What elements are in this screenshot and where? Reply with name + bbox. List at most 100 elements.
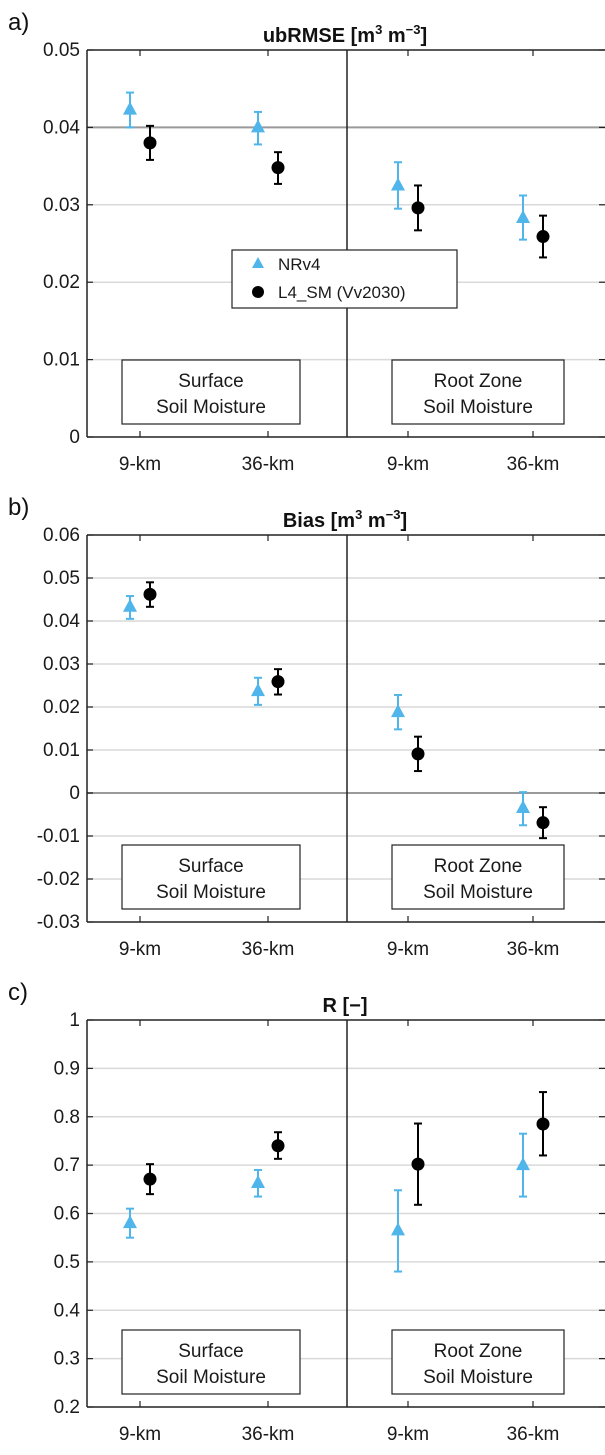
panel-a-surface-box: Surface Soil Moisture <box>121 359 301 425</box>
y-tick-label: 0.02 <box>43 697 80 718</box>
panel-a-label: a) <box>8 9 29 36</box>
panel-a-chart: a) ubRMSE [m3 m−3] 0 0.01 0.02 0.03 0.04 0.05… <box>8 9 605 475</box>
panel-c-label: c) <box>8 979 28 1006</box>
data-point-circle <box>411 747 425 761</box>
data-point-triangle <box>516 800 530 814</box>
y-tick-label: 0.01 <box>43 350 80 371</box>
y-tick-label: 0.9 <box>54 1058 80 1079</box>
box-line-1: Surface <box>178 856 243 877</box>
data-point-circle <box>143 1172 157 1186</box>
legend: NRv4 L4_SM (Vv2030) <box>231 249 458 309</box>
data-point-circle <box>271 1139 285 1153</box>
box-line-2: Soil Moisture <box>423 397 533 418</box>
y-tick-label: 0 <box>69 783 80 804</box>
y-tick-label: 0.7 <box>54 1155 80 1176</box>
box-line-1: Surface <box>178 1341 243 1362</box>
panel-b-title: Bias [m3 m−3] <box>283 507 407 532</box>
box-line-2: Soil Moisture <box>156 882 266 903</box>
panel-c: c) R [−] 0.2 0.3 0.4 0.5 0.6 0.7 0.8 0.9 1 9-km 36… <box>0 970 605 1455</box>
panel-c-plot-area: 0.2 0.3 0.4 0.5 0.6 0.7 0.8 0.9 1 9-km 36-km 9-km 36… <box>54 1010 605 1445</box>
box-line-2: Soil Moisture <box>156 397 266 418</box>
data-point-triangle <box>516 209 530 223</box>
panel-c-chart: c) R [−] 0.2 0.3 0.4 0.5 0.6 0.7 0.8 0.9 1 9-km 36… <box>8 979 605 1445</box>
x-tick-label: 36-km <box>507 1424 560 1445</box>
data-point-triangle <box>391 1222 405 1236</box>
y-tick-label: 0.06 <box>43 525 80 546</box>
panel-a: a) ubRMSE [m3 m−3] 0 0.01 0.02 0.03 0.04 0.05… <box>0 0 605 485</box>
y-tick-label: -0.02 <box>37 869 80 890</box>
y-tick-label: -0.03 <box>37 912 80 933</box>
panel-c-rootzone-box: Root Zone Soil Moisture <box>391 1329 565 1395</box>
panel-a-plot-area: 0 0.01 0.02 0.03 0.04 0.05 9-km 36-km 9-km 36-km <box>43 40 605 475</box>
data-point-circle <box>143 587 157 601</box>
data-point-triangle <box>123 101 137 115</box>
y-tick-label: 0.05 <box>43 40 80 61</box>
panel-b-chart: b) Bias [m3 m−3] -0.03 -0.02 -0.01 0 0.01 0.0… <box>8 494 605 960</box>
box-line-1: Surface <box>178 371 243 392</box>
panel-b: b) Bias [m3 m−3] -0.03 -0.02 -0.01 0 0.01 0.0… <box>0 485 605 970</box>
data-point-triangle <box>391 177 405 191</box>
panel-c-title: R [−] <box>323 995 368 1017</box>
box-line-1: Root Zone <box>434 856 523 877</box>
y-tick-label: 0.01 <box>43 740 80 761</box>
x-tick-label: 36-km <box>507 939 560 960</box>
legend-entry-nrv4: NRv4 <box>278 255 321 274</box>
data-point-triangle <box>251 1175 265 1189</box>
y-tick-label: 0.8 <box>54 1107 80 1128</box>
x-tick-label: 36-km <box>242 1424 295 1445</box>
legend-circle-icon <box>252 286 264 298</box>
x-tick-label: 9-km <box>119 454 161 475</box>
x-tick-label: 9-km <box>387 454 429 475</box>
box-line-1: Root Zone <box>434 371 523 392</box>
panel-a-title: ubRMSE [m3 m−3] <box>263 22 427 47</box>
data-point-triangle <box>251 119 265 133</box>
data-point-circle <box>271 161 285 175</box>
legend-triangle-icon <box>252 257 264 268</box>
box-line-2: Soil Moisture <box>423 1367 533 1388</box>
y-tick-label: 0.6 <box>54 1204 80 1225</box>
x-tick-label: 36-km <box>242 939 295 960</box>
data-point-triangle <box>123 598 137 612</box>
panel-b-surface-box: Surface Soil Moisture <box>121 844 301 910</box>
legend-entry-l4sm: L4_SM (Vv2030) <box>278 283 406 302</box>
x-tick-label: 9-km <box>119 1424 161 1445</box>
data-point-circle <box>143 136 157 150</box>
x-tick-label: 9-km <box>119 939 161 960</box>
x-tick-label: 36-km <box>507 454 560 475</box>
data-point-circle <box>536 230 550 244</box>
box-line-2: Soil Moisture <box>156 1367 266 1388</box>
y-tick-label: 0.3 <box>54 1349 80 1370</box>
y-tick-label: 0.03 <box>43 195 80 216</box>
y-tick-label: 0.04 <box>43 611 80 632</box>
y-tick-label: 0.2 <box>54 1397 80 1418</box>
y-tick-label: 0 <box>69 427 80 448</box>
panel-a-rootzone-box: Root Zone Soil Moisture <box>391 359 565 425</box>
data-point-triangle <box>391 704 405 718</box>
box-line-1: Root Zone <box>434 1341 523 1362</box>
y-tick-label: 1 <box>69 1010 80 1031</box>
y-tick-label: 0.02 <box>43 272 80 293</box>
box-line-2: Soil Moisture <box>423 882 533 903</box>
x-tick-label: 36-km <box>242 454 295 475</box>
data-point-triangle <box>123 1215 137 1229</box>
y-tick-label: -0.01 <box>37 826 80 847</box>
y-tick-label: 0.4 <box>54 1300 81 1321</box>
y-tick-label: 0.03 <box>43 654 80 675</box>
panel-b-label: b) <box>8 494 29 521</box>
data-point-circle <box>411 1157 425 1171</box>
x-tick-label: 9-km <box>387 939 429 960</box>
x-tick-label: 9-km <box>387 1424 429 1445</box>
y-tick-label: 0.04 <box>43 117 80 138</box>
y-tick-label: 0.05 <box>43 568 80 589</box>
y-tick-label: 0.5 <box>54 1252 80 1273</box>
data-point-triangle <box>516 1157 530 1171</box>
data-point-circle <box>536 1117 550 1131</box>
data-point-circle <box>411 201 425 215</box>
panel-b-plot-area: -0.03 -0.02 -0.01 0 0.01 0.02 0.03 0.04 0.05 0.06… <box>37 525 605 960</box>
data-point-circle <box>271 675 285 689</box>
panel-c-surface-box: Surface Soil Moisture <box>121 1329 301 1395</box>
data-point-triangle <box>251 683 265 697</box>
data-point-circle <box>536 816 550 830</box>
panel-b-rootzone-box: Root Zone Soil Moisture <box>391 844 565 910</box>
